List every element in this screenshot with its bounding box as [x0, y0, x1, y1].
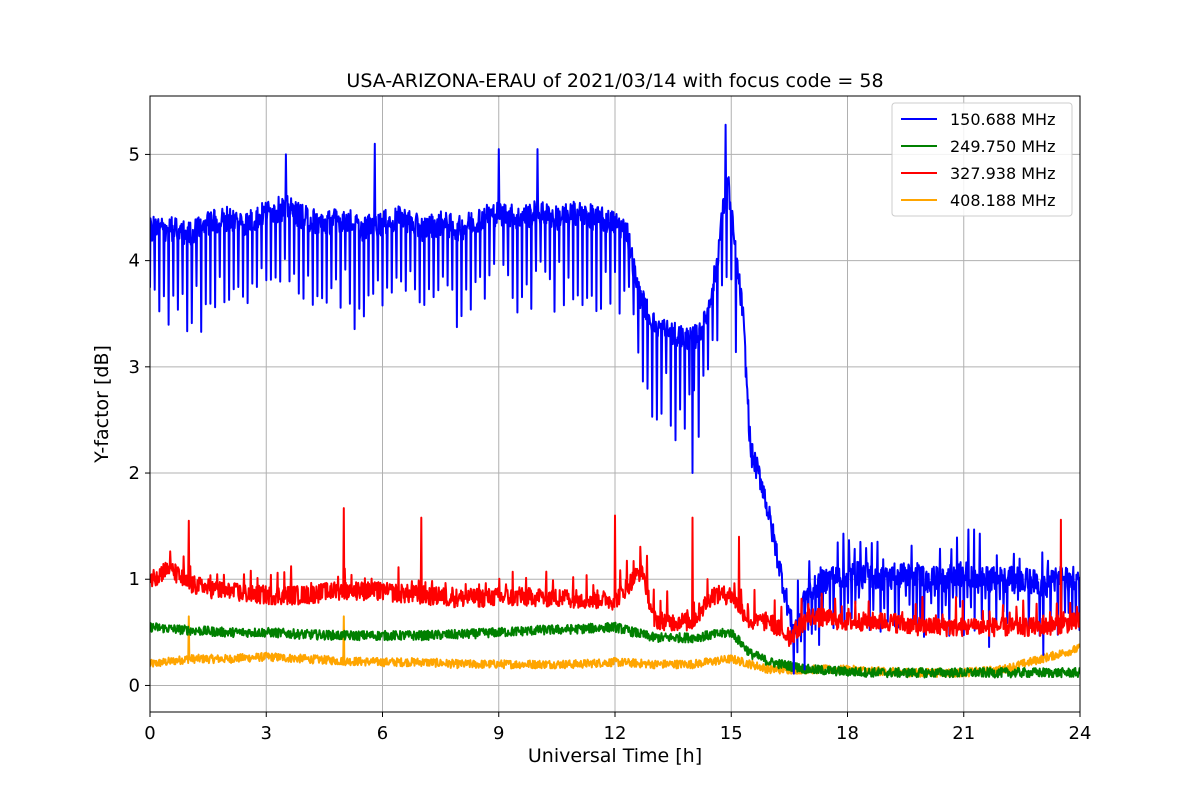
y-tick-label: 3: [129, 357, 140, 378]
y-tick-label: 2: [129, 463, 140, 484]
series-line-150-688-mhz: [150, 123, 1080, 675]
series-line-249-750-mhz: [150, 621, 1080, 679]
y-tick-label: 5: [129, 144, 140, 165]
x-tick-label: 15: [720, 723, 743, 744]
legend-label: 150.688 MHz: [950, 110, 1055, 129]
series-layer: [150, 123, 1080, 679]
y-tick-label: 0: [129, 675, 140, 696]
legend: 150.688 MHz 249.750 MHz 327.938 MHz 408.188…: [891, 102, 1073, 217]
chart-title: USA-ARIZONA-ERAU of 2021/03/14 with focu…: [346, 70, 883, 92]
x-tick-label: 9: [493, 723, 504, 744]
x-tick-label: 21: [952, 723, 975, 744]
legend-box: [891, 102, 1073, 217]
y-tick-label: 1: [129, 569, 140, 590]
x-axis-label: Universal Time [h]: [528, 745, 702, 767]
x-tick-label: 12: [604, 723, 627, 744]
legend-label: 327.938 MHz: [950, 164, 1055, 183]
x-tick-label: 6: [377, 723, 388, 744]
x-tick-label: 24: [1069, 723, 1092, 744]
y-axis-label: Y-factor [dB]: [91, 345, 113, 464]
x-tick-label: 18: [836, 723, 859, 744]
legend-label: 408.188 MHz: [950, 191, 1055, 210]
series-line-327-938-mhz: [150, 507, 1080, 647]
x-tick-label: 0: [144, 723, 155, 744]
y-tick-label: 4: [129, 251, 140, 272]
legend-label: 249.750 MHz: [950, 137, 1055, 156]
x-tick-label: 3: [261, 723, 272, 744]
